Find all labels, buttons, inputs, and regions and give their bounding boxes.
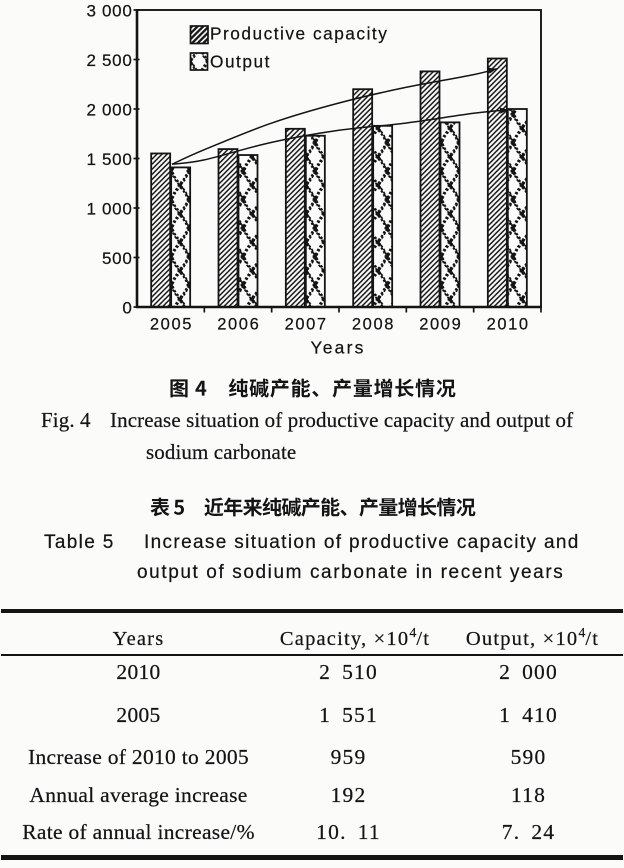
capacity-value: 192 [330,782,367,807]
capacity-value: 959 [330,744,367,769]
output-value: 2 000 [499,659,558,684]
capacity-trend-arrowhead [488,67,497,74]
bar-output-2009 [439,121,461,308]
output-value: 7. 24 [501,820,556,844]
bar-output-2010 [506,108,528,308]
table-caption-en-label: Table 5 [44,531,115,553]
x-tick-label: 2005 [150,316,193,334]
y-tick-label: 500 [102,249,132,268]
bar-chart: 0 500 1 000 1 500 2 000 2 500 3 000 2005 2006 200… [86,1,542,358]
table-bottom-rule [1,855,623,860]
y-tick-label: 0 [122,299,132,318]
legend-swatch-capacity [189,25,209,45]
bar-capacity-2008 [352,88,374,308]
output-value: 590 [510,744,547,769]
output-value: 1 410 [499,702,558,727]
x-tick-label: 2006 [217,316,260,334]
table-caption-zh: 表 5 近年来纯碱产能、产量增长情况 [150,497,477,526]
x-tick-label: 2008 [352,316,395,334]
bar-capacity-2005 [150,152,172,308]
row-label: 2010 [116,659,161,684]
bar-capacity-2009 [419,70,441,308]
output-trend-curve [171,109,509,165]
row-label: Rate of annual increase/% [22,820,255,844]
figure-caption-zh-glyphs [170,378,456,398]
bar-output-2006 [237,154,259,308]
y-tick-label: 2 500 [86,51,132,70]
x-tick-label: 2009 [419,316,462,334]
output-value: 118 [510,782,547,807]
table-header-years: Years [112,627,165,650]
y-tick-label: 3 000 [86,2,132,21]
row-label: Annual average increase [29,782,248,807]
table-header-capacity: Capacity, ×104/t [279,625,431,650]
x-axis-title: Years [310,338,365,358]
capacity-value: 2 510 [319,659,378,684]
bar-capacity-2006 [217,148,239,308]
legend-label: Output [210,52,271,72]
figure-caption-en-line2: sodium carbonate [146,440,297,464]
legend-swatch-output [189,52,209,71]
y-tick-label: 2 000 [86,101,132,120]
table-header-output: Output, ×104/t [465,625,600,650]
y-tick-label: 1 500 [86,150,132,169]
capacity-value: 10. 11 [316,820,381,844]
output-trend-arrowhead [499,107,508,114]
x-tick-label: 2007 [285,316,328,334]
x-tick-label: 2010 [487,316,530,334]
bar-capacity-2007 [284,127,306,308]
capacity-trend-curve [171,67,497,165]
figure-caption-en-line1: Increase situation of productive capacit… [110,407,574,432]
row-label: 2005 [116,702,161,727]
table-caption-en-line2: output of sodium carbonate in recent yea… [137,561,565,583]
legend-label: Productive capacity [210,24,388,44]
figure-caption-en-label: Fig. 4 [41,407,91,432]
y-tick-label: 1 000 [86,200,132,219]
table-caption-zh-glyphs [150,497,476,517]
bar-capacity-2010 [486,57,508,308]
row-label: Increase of 2010 to 2005 [28,744,249,769]
figure-caption-zh: 图 4 纯碱产能、产量增长情况 [169,378,459,407]
table-header-rule [1,654,623,657]
table-top-rule [1,608,623,614]
bar-output-2007 [304,134,326,308]
bar-output-2005 [170,166,192,308]
capacity-value: 1 551 [319,702,378,727]
bar-output-2008 [372,124,394,308]
table-caption-en-line1: Increase situation of productive capacit… [144,531,580,553]
